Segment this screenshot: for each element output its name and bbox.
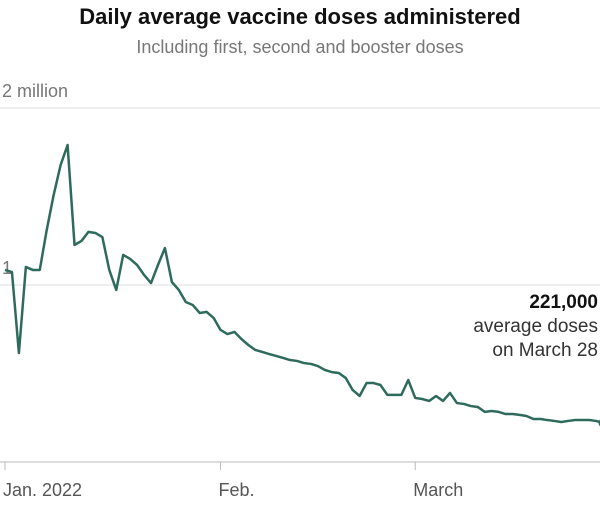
x-tick-label: Feb. — [219, 480, 255, 500]
annotation: 221,000 — [529, 292, 598, 313]
chart-subtitle: Including first, second and booster dose… — [136, 37, 463, 57]
y-tick-label: 2 million — [2, 81, 68, 101]
chart-title: Daily average vaccine doses administered — [79, 4, 520, 29]
x-tick-label: March — [413, 480, 463, 500]
line — [4, 143, 600, 424]
y-tick-label: 1 — [2, 258, 12, 278]
x-tick-label: Jan. 2022 — [3, 480, 82, 500]
annotation: average doses — [473, 316, 598, 337]
annotation: on March 28 — [492, 340, 598, 361]
